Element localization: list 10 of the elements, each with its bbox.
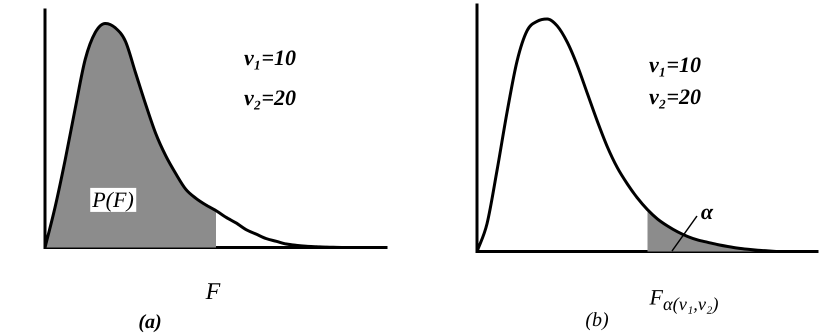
- annotation: ν₁=10: [647, 52, 703, 78]
- annotation: ν₂=20: [242, 84, 298, 110]
- annotation: ν₁=10: [242, 44, 298, 70]
- text: (b): [583, 309, 611, 331]
- text: F: [204, 278, 222, 306]
- annotation: α: [698, 198, 716, 224]
- annotation: P(F): [90, 186, 136, 212]
- annotation: ν₂=20: [647, 84, 703, 110]
- text: (a): [136, 311, 164, 333]
- text: F$_{α(ν₁,ν₂)}$: [648, 284, 720, 314]
